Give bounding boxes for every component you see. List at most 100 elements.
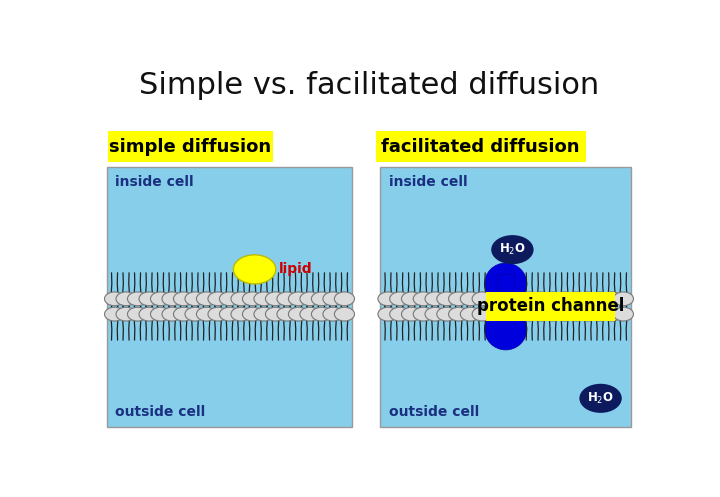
- Circle shape: [185, 307, 205, 321]
- Text: outside cell: outside cell: [389, 405, 479, 418]
- Text: inside cell: inside cell: [389, 175, 467, 189]
- Circle shape: [277, 292, 297, 306]
- Circle shape: [323, 292, 343, 306]
- FancyBboxPatch shape: [107, 167, 352, 427]
- Circle shape: [567, 292, 586, 306]
- Circle shape: [554, 307, 575, 321]
- Circle shape: [312, 307, 331, 321]
- Circle shape: [390, 307, 410, 321]
- Circle shape: [266, 292, 286, 306]
- Circle shape: [578, 292, 598, 306]
- Circle shape: [162, 307, 182, 321]
- Circle shape: [300, 292, 320, 306]
- Ellipse shape: [485, 263, 527, 305]
- Circle shape: [602, 292, 621, 306]
- Circle shape: [208, 307, 228, 321]
- Circle shape: [519, 307, 539, 321]
- Circle shape: [289, 307, 308, 321]
- Circle shape: [402, 292, 422, 306]
- Circle shape: [425, 307, 445, 321]
- Circle shape: [613, 292, 634, 306]
- FancyBboxPatch shape: [376, 131, 585, 162]
- Circle shape: [116, 307, 136, 321]
- Circle shape: [254, 307, 274, 321]
- Circle shape: [220, 307, 240, 321]
- Circle shape: [531, 292, 551, 306]
- Circle shape: [104, 307, 125, 321]
- Text: H$_2$O: H$_2$O: [587, 391, 614, 406]
- Text: simple diffusion: simple diffusion: [109, 138, 271, 156]
- Circle shape: [437, 292, 457, 306]
- Circle shape: [116, 292, 136, 306]
- Circle shape: [602, 307, 621, 321]
- Circle shape: [390, 292, 410, 306]
- Circle shape: [300, 307, 320, 321]
- Circle shape: [104, 292, 125, 306]
- Circle shape: [491, 235, 534, 264]
- Circle shape: [277, 307, 297, 321]
- Circle shape: [402, 307, 422, 321]
- Circle shape: [197, 307, 217, 321]
- Circle shape: [334, 292, 354, 306]
- Circle shape: [449, 307, 469, 321]
- Circle shape: [185, 292, 205, 306]
- Circle shape: [208, 292, 228, 306]
- Circle shape: [460, 307, 480, 321]
- Text: lipid: lipid: [279, 262, 312, 276]
- Circle shape: [425, 292, 445, 306]
- Circle shape: [323, 307, 343, 321]
- Circle shape: [174, 292, 194, 306]
- Circle shape: [590, 292, 610, 306]
- Circle shape: [378, 307, 398, 321]
- Circle shape: [162, 292, 182, 306]
- Text: H$_2$O: H$_2$O: [499, 242, 526, 257]
- Text: outside cell: outside cell: [115, 405, 205, 418]
- Circle shape: [127, 292, 148, 306]
- FancyBboxPatch shape: [108, 131, 273, 162]
- Circle shape: [437, 307, 457, 321]
- Text: protein channel: protein channel: [477, 298, 624, 316]
- Circle shape: [531, 307, 551, 321]
- Circle shape: [254, 292, 274, 306]
- Circle shape: [231, 292, 251, 306]
- Circle shape: [449, 292, 469, 306]
- Circle shape: [554, 292, 575, 306]
- Circle shape: [578, 307, 598, 321]
- Circle shape: [231, 307, 251, 321]
- Circle shape: [243, 292, 263, 306]
- Circle shape: [139, 292, 159, 306]
- FancyBboxPatch shape: [486, 292, 615, 321]
- Circle shape: [150, 292, 171, 306]
- Circle shape: [312, 292, 331, 306]
- Circle shape: [197, 292, 217, 306]
- Circle shape: [174, 307, 194, 321]
- Circle shape: [378, 292, 398, 306]
- Circle shape: [613, 307, 634, 321]
- Circle shape: [567, 307, 586, 321]
- Circle shape: [519, 292, 539, 306]
- FancyBboxPatch shape: [380, 167, 631, 427]
- Circle shape: [413, 307, 433, 321]
- Circle shape: [266, 307, 286, 321]
- Circle shape: [460, 292, 480, 306]
- Text: inside cell: inside cell: [115, 175, 194, 189]
- Text: Simple vs. facilitated diffusion: Simple vs. facilitated diffusion: [139, 71, 599, 100]
- Circle shape: [139, 307, 159, 321]
- Circle shape: [472, 292, 492, 306]
- Circle shape: [472, 307, 492, 321]
- Circle shape: [220, 292, 240, 306]
- Circle shape: [543, 307, 563, 321]
- Circle shape: [150, 307, 171, 321]
- Text: facilitated diffusion: facilitated diffusion: [382, 138, 580, 156]
- Circle shape: [289, 292, 308, 306]
- Circle shape: [334, 307, 354, 321]
- Ellipse shape: [485, 308, 527, 350]
- Circle shape: [127, 307, 148, 321]
- FancyBboxPatch shape: [498, 274, 514, 339]
- Circle shape: [243, 307, 263, 321]
- Circle shape: [590, 307, 610, 321]
- Circle shape: [413, 292, 433, 306]
- Circle shape: [580, 384, 622, 413]
- Circle shape: [543, 292, 563, 306]
- Circle shape: [233, 255, 276, 284]
